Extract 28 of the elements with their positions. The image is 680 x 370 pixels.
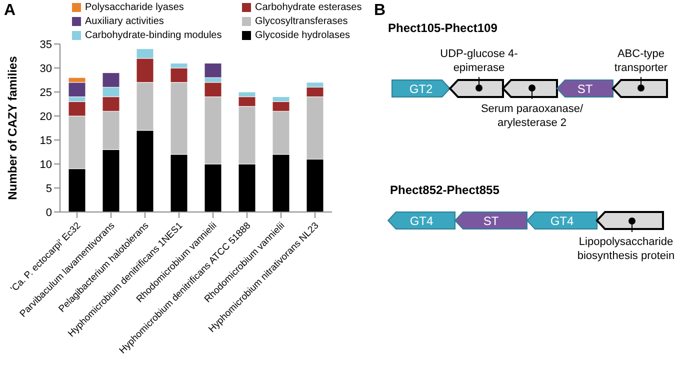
- text: Phect852-Phect855: [390, 183, 500, 197]
- text: A: [4, 2, 16, 20]
- text: ST: [577, 82, 594, 96]
- y-tick-label: 5: [46, 182, 52, 195]
- legend-label: Glycosyltransferases: [255, 16, 348, 27]
- y-tick-label: 35: [40, 38, 52, 51]
- legend-label: Carbohydrate esterases: [255, 2, 362, 13]
- y-tick-label: 15: [40, 134, 52, 147]
- y-tick-label: 30: [40, 62, 52, 75]
- y-tick-label: 25: [40, 86, 52, 99]
- y-tick-label: 0: [46, 206, 52, 219]
- legend-label: Polysaccharide lyases: [85, 2, 184, 13]
- y-tick-label: 20: [40, 110, 52, 123]
- text: B: [374, 2, 386, 20]
- legend-label: Glycoside hydrolases: [255, 30, 350, 41]
- text: GT4: [410, 214, 434, 228]
- text: UDP-glucose 4-epimerase: [439, 47, 519, 75]
- text: Phect105-Phect109: [388, 21, 498, 35]
- text: GT4: [550, 214, 574, 228]
- text: GT2: [409, 82, 433, 96]
- text: ST: [483, 214, 500, 228]
- legend-label: Auxiliary activities: [85, 16, 164, 27]
- y-axis-title: Number of CAZY families: [5, 56, 20, 200]
- y-tick-label: 10: [40, 158, 52, 171]
- text: Lipopolysaccharide biosynthesis protein: [576, 235, 676, 263]
- text: Serum paraoxanase/ arylesterase 2: [480, 102, 584, 130]
- legend-label: Carbohydrate-binding modules: [85, 30, 222, 41]
- text: ABC-type transporter: [613, 47, 669, 75]
